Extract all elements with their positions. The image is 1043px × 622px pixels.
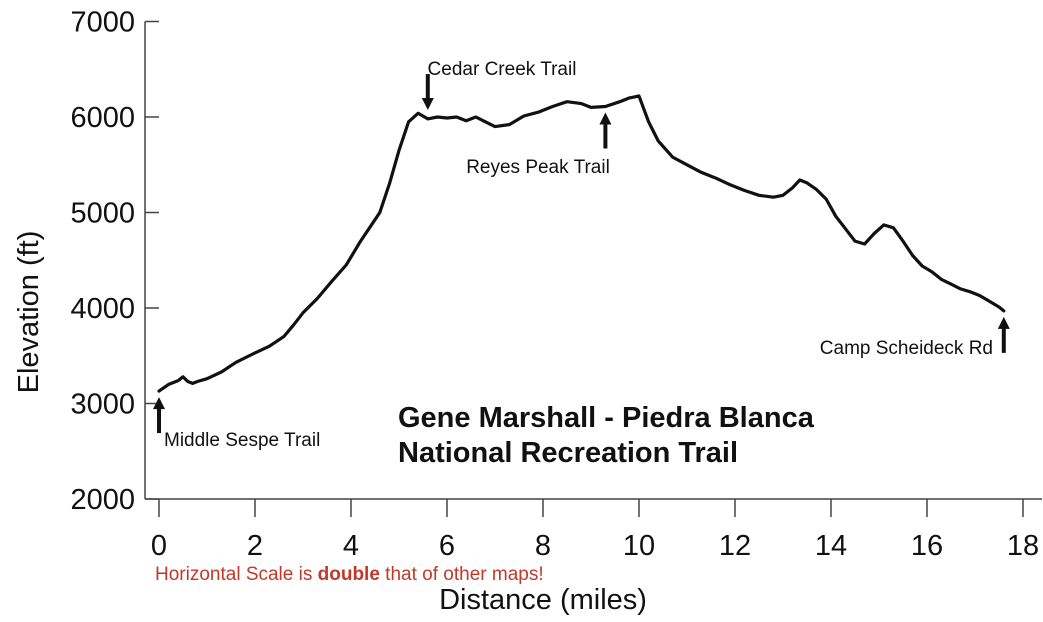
chart-title-line-1: Gene Marshall - Piedra Blanca — [398, 402, 815, 434]
x-tick-label: 0 — [151, 530, 167, 562]
annotation-arrow-head — [421, 98, 434, 111]
y-tick-label: 4000 — [70, 293, 135, 325]
chart-title-line-2: National Recreation Trail — [398, 437, 738, 469]
x-tick-label: 18 — [1007, 530, 1039, 562]
annotation-arrow-head — [153, 397, 165, 410]
annotation-label: Reyes Peak Trail — [466, 157, 610, 178]
y-tick-label: 7000 — [70, 7, 135, 39]
y-tick-label: 2000 — [70, 484, 135, 516]
annotation-arrow-head — [997, 316, 1010, 329]
annotation-label: Camp Scheideck Rd — [820, 338, 993, 359]
x-tick-label: 16 — [911, 530, 943, 562]
x-tick-label: 2 — [247, 530, 263, 562]
x-tick-label: 4 — [343, 530, 359, 562]
annotation: Cedar Creek Trail — [421, 59, 577, 111]
annotation: Middle Sespe Trail — [153, 397, 320, 451]
scale-note-before: Horizontal Scale is — [155, 564, 318, 585]
x-tick-label: 12 — [719, 530, 751, 562]
scale-note-bold: double — [318, 564, 380, 585]
y-axis-title: Elevation (ft) — [13, 231, 45, 394]
x-tick-label: 14 — [815, 530, 847, 562]
x-tick-label: 6 — [439, 530, 455, 562]
axes: 2000 3000 4000 5000 6000 7000 0 2 4 6 8 10 12 14 16 18 — [70, 7, 1042, 562]
y-ticks: 2000 3000 4000 5000 6000 7000 — [70, 7, 159, 516]
y-tick-label: 6000 — [70, 102, 135, 134]
annotation-arrow-head — [599, 112, 612, 125]
x-axis-title: Distance (miles) — [439, 584, 647, 616]
x-ticks: 0 2 4 6 8 10 12 14 16 18 — [151, 499, 1039, 562]
elevation-series-line — [157, 94, 1006, 393]
x-tick-label: 8 — [535, 530, 551, 562]
annotation: Camp Scheideck Rd — [820, 316, 1010, 359]
annotation: Reyes Peak Trail — [466, 112, 612, 178]
scale-note: Horizontal Scale is double that of other… — [155, 564, 544, 585]
y-tick-label: 3000 — [70, 389, 135, 421]
annotation-label: Cedar Creek Trail — [428, 59, 577, 80]
annotations: Middle Sespe Trail Cedar Creek Trail Reyes… — [153, 59, 1010, 451]
annotation-label: Middle Sespe Trail — [164, 430, 320, 451]
x-tick-label: 10 — [623, 530, 655, 562]
y-tick-label: 5000 — [70, 198, 135, 230]
scale-note-after: that of other maps! — [380, 564, 544, 585]
